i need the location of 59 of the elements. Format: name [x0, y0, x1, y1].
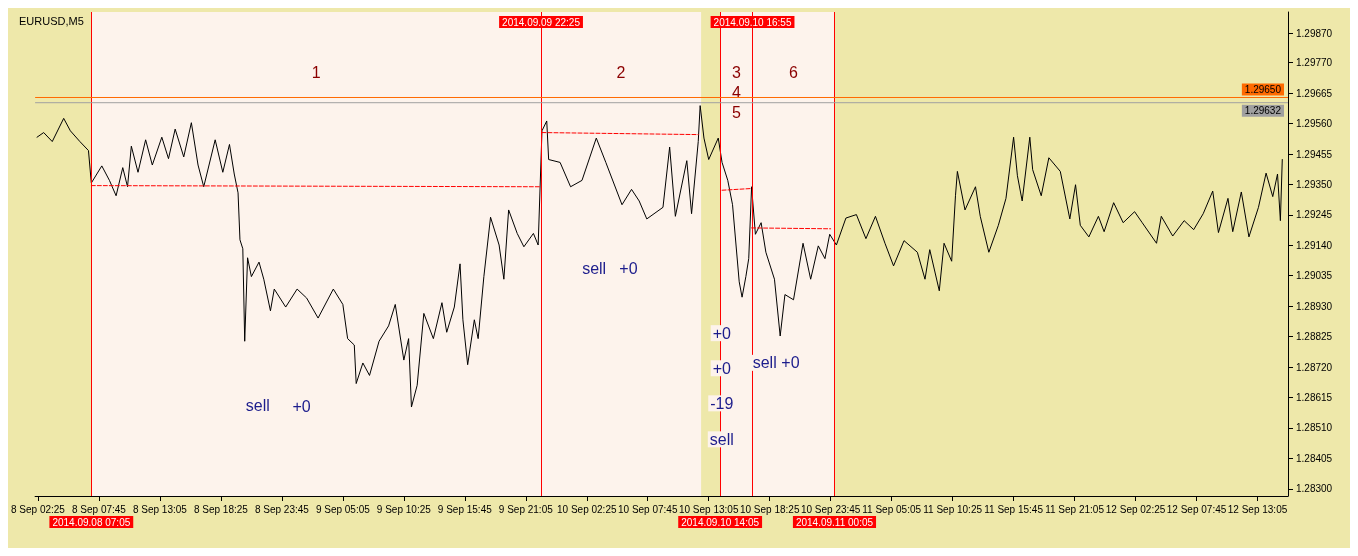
band-label: 3 4 5 [731, 63, 741, 121]
annotation: +0 [712, 359, 732, 377]
x-tick-label: 8 Sep 13:05 [132, 503, 188, 515]
annotation: sell [709, 430, 734, 448]
x-tick-label: 11 Sep 10:25 [923, 503, 983, 515]
annotation: +0 [781, 354, 800, 372]
y-tick-label: 1.29560 [1296, 118, 1333, 130]
x-tick-label: 11 Sep 15:45 [984, 503, 1044, 515]
x-tick-label: 12 Sep 02:25 [1105, 503, 1166, 515]
x-tick-label: 10 Sep 23:45 [800, 503, 861, 515]
y-tick-label: 1.29455 [1296, 148, 1333, 160]
y-tick-label: 1.29770 [1296, 57, 1333, 69]
y-tick-label: 1.28930 [1296, 300, 1333, 312]
y-tick-label: 1.29245 [1296, 209, 1333, 221]
x-tick-label: 9 Sep 05:05 [315, 503, 371, 515]
x-tick-label: 11 Sep 05:05 [862, 503, 922, 515]
x-tick-label: 10 Sep 02:25 [557, 503, 617, 515]
annotation: sell [245, 396, 270, 414]
x-tick-label: 12 Sep 07:45 [1166, 503, 1227, 515]
x-tick-label: 9 Sep 10:25 [376, 503, 432, 515]
y-tick-label: 1.28825 [1296, 331, 1333, 343]
annotation: sell [582, 259, 607, 277]
x-tick-label: 8 Sep 07:45 [71, 503, 127, 515]
y-tick-label: 1.28405 [1296, 452, 1333, 464]
ref-line-label: 2014.09.08 07:05 [52, 516, 131, 528]
x-tick-label: 8 Sep 18:25 [193, 503, 249, 515]
x-tick-label: 9 Sep 15:45 [437, 503, 493, 515]
y-tick-label: 1.28510 [1296, 422, 1333, 434]
band-label: 1 [311, 63, 321, 81]
y-tick-label: 1.29665 [1296, 87, 1333, 99]
ref-line-label: 2014.09.09 22:25 [502, 16, 581, 28]
x-tick-label: 10 Sep 13:05 [678, 503, 739, 515]
y-tick-label: 1.28615 [1296, 391, 1333, 403]
ref-line-label: 2014.09.11 00:05 [795, 516, 874, 528]
y-tick-label: 1.28720 [1296, 361, 1333, 373]
annotation: sell [752, 354, 777, 372]
ref-line-label: 1.29650 [1244, 84, 1282, 95]
chart-title: EURUSD,M5 [19, 14, 84, 27]
y-tick-label: 1.29140 [1296, 239, 1333, 251]
y-tick-label: 1.29035 [1296, 270, 1333, 282]
x-tick-label: 10 Sep 07:45 [617, 503, 678, 515]
x-tick-label: 11 Sep 21:05 [1045, 503, 1105, 515]
x-tick-label: 10 Sep 18:25 [739, 503, 800, 515]
x-tick-label: 8 Sep 02:25 [11, 503, 66, 515]
ref-line-label: 1.29632 [1244, 105, 1282, 117]
x-tick-label: 8 Sep 23:45 [254, 503, 310, 515]
annotation: +0 [292, 398, 311, 416]
y-tick-label: 1.28300 [1296, 483, 1333, 495]
y-tick-label: 1.29350 [1296, 178, 1333, 190]
ref-line-label: 2014.09.10 14:05 [681, 516, 760, 528]
band-label: 6 [789, 63, 799, 81]
band-label: 2 [616, 63, 626, 81]
ref-line-label: 2014.09.10 16:55 [713, 16, 792, 28]
x-tick-label: 9 Sep 21:05 [498, 503, 554, 515]
annotation: +0 [712, 324, 732, 342]
y-tick-label: 1.29870 [1296, 28, 1333, 40]
annotation: -19 [710, 394, 734, 412]
annotation: +0 [619, 259, 638, 277]
x-tick-label: 12 Sep 13:05 [1227, 503, 1288, 515]
